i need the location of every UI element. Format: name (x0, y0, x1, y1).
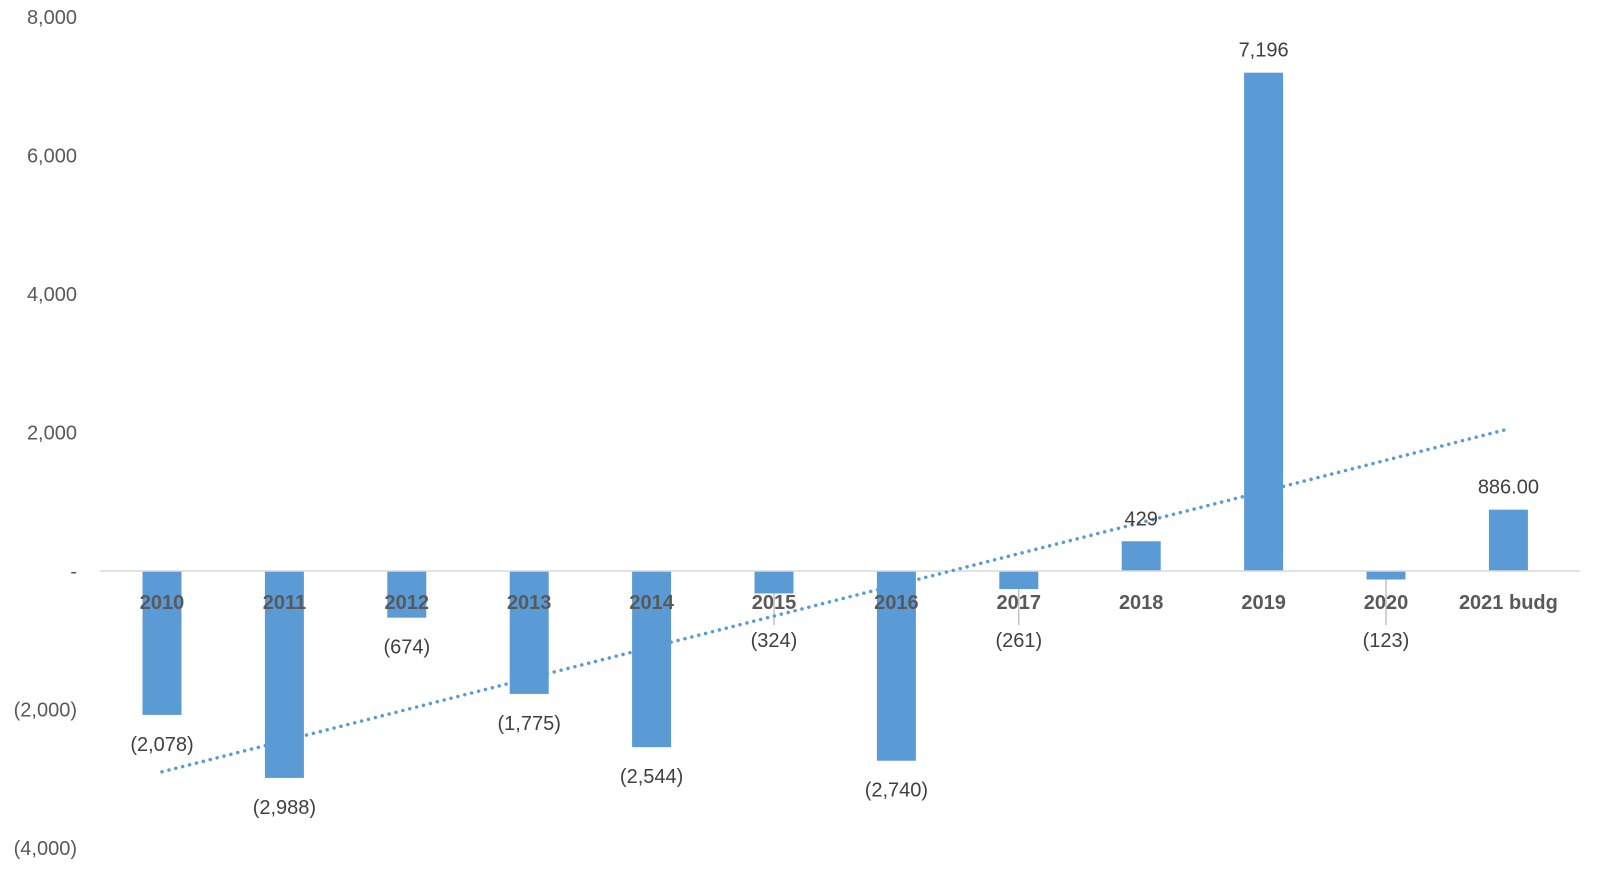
x-tick-label: 2020 (1364, 592, 1409, 614)
data-label: 886.00 (1478, 477, 1539, 499)
y-axis-ticks: 8,000 6,000 4,000 2,000 - (2,000) (4,000) (14, 7, 77, 860)
data-label: (261) (995, 630, 1042, 652)
data-labels: (2,078) (2,988) (674) (1,775) (2,544) (324) (2… (130, 40, 1539, 819)
y-tick-label: (4,000) (14, 838, 77, 860)
data-label: 429 (1125, 508, 1158, 530)
y-tick-label: 6,000 (27, 146, 77, 168)
x-tick-label: 2011 (263, 592, 306, 614)
data-label: (1,775) (498, 713, 561, 735)
data-label: (2,078) (130, 734, 193, 756)
x-tick-label: 2016 (874, 592, 919, 614)
bar (754, 571, 794, 594)
data-label: (2,988) (253, 797, 316, 819)
data-label: (674) (383, 637, 430, 659)
bar (1121, 541, 1161, 571)
x-tick-label: 2010 (140, 592, 185, 614)
trendline-line (160, 427, 1511, 774)
y-tick-label: - (70, 561, 77, 583)
bar (632, 571, 672, 748)
data-label: 7,196 (1239, 40, 1289, 62)
x-tick-label: 2015 (752, 592, 797, 614)
y-tick-label: 8,000 (27, 7, 77, 29)
data-label: (2,544) (620, 766, 683, 788)
data-label: (324) (751, 630, 798, 652)
data-label: (2,740) (865, 780, 928, 802)
bar (142, 571, 182, 715)
data-label: (123) (1363, 630, 1410, 652)
x-tick-label: 2014 (629, 592, 674, 614)
x-axis-ticks: 2010 2011 2012 2013 2014 2015 2016 2017 2018 2019… (140, 592, 1558, 614)
bar (999, 571, 1039, 590)
x-tick-label: 2019 (1241, 592, 1286, 614)
x-tick-label: 2017 (997, 592, 1042, 614)
y-tick-label: (2,000) (14, 700, 77, 722)
x-tick-label: 2021 budg (1459, 592, 1558, 614)
x-tick-label: 2013 (507, 592, 552, 614)
x-tick-label: 2012 (385, 592, 430, 614)
bar (1366, 571, 1406, 580)
y-tick-label: 4,000 (27, 284, 77, 306)
bar (509, 571, 549, 694)
bar (1488, 509, 1528, 571)
bar (876, 571, 916, 761)
trendline (160, 427, 1511, 774)
y-tick-label: 2,000 (27, 423, 77, 445)
leader-lines (773, 579, 1387, 625)
bar (387, 571, 427, 618)
bars (142, 72, 1528, 778)
x-tick-label: 2018 (1119, 592, 1164, 614)
